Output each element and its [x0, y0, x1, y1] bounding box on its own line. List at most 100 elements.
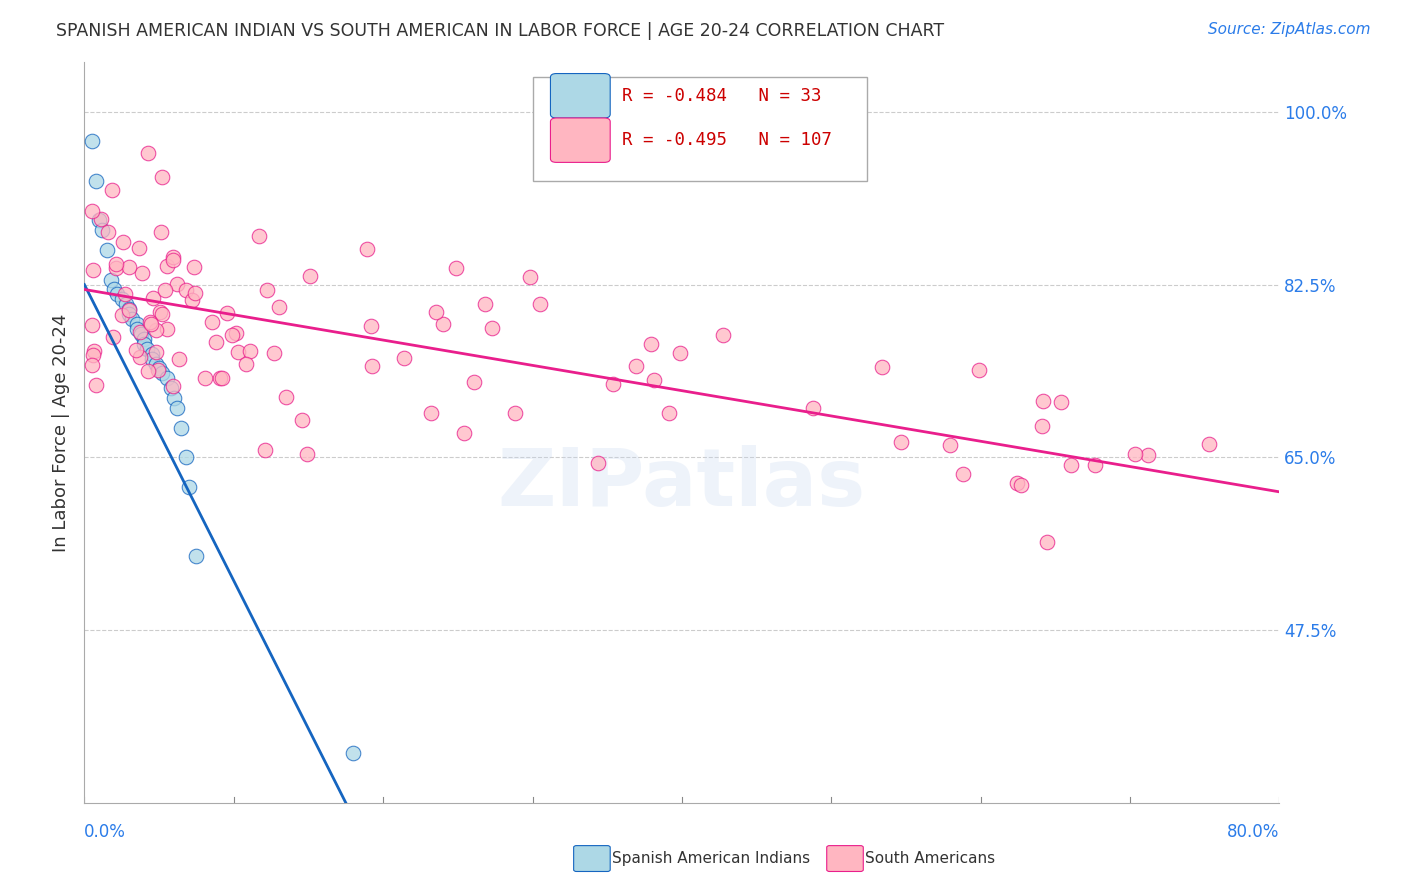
Point: [211, 371, 233, 385]
Point: [1198, 437, 1220, 451]
Point: [201, 315, 224, 329]
Point: [145, 345, 167, 359]
Text: SPANISH AMERICAN INDIAN VS SOUTH AMERICAN IN LABOR FORCE | AGE 20-24 CORRELATION: SPANISH AMERICAN INDIAN VS SOUTH AMERICA…: [56, 22, 945, 40]
Point: [177, 480, 200, 494]
Point: [82, 263, 104, 277]
Point: [132, 336, 156, 351]
Point: [104, 261, 127, 276]
Point: [226, 344, 249, 359]
Point: [155, 371, 177, 385]
Point: [86, 174, 108, 188]
Point: [84, 378, 107, 392]
Point: [80, 203, 103, 218]
Point: [80, 318, 103, 332]
FancyBboxPatch shape: [551, 118, 610, 162]
Point: [640, 336, 662, 351]
Point: [1005, 475, 1028, 490]
Point: [100, 184, 122, 198]
Point: [149, 226, 172, 240]
Point: [162, 252, 184, 267]
Point: [1032, 393, 1054, 408]
Point: [453, 425, 475, 440]
Point: [180, 293, 202, 308]
Point: [1036, 535, 1059, 549]
Text: ZIPatlas: ZIPatlas: [498, 445, 866, 524]
Point: [1123, 446, 1146, 460]
Point: [291, 413, 314, 427]
Point: [111, 293, 134, 307]
Point: [1137, 448, 1160, 462]
Point: [263, 346, 285, 360]
Y-axis label: In Labor Force | Age 20-24: In Labor Force | Age 20-24: [52, 313, 70, 552]
Point: [169, 351, 191, 366]
Point: [89, 213, 111, 227]
Point: [149, 305, 172, 319]
Point: [360, 318, 382, 333]
Point: [136, 145, 159, 160]
Point: [360, 359, 382, 373]
Point: [166, 277, 188, 292]
Point: [114, 287, 136, 301]
Point: [96, 243, 118, 257]
Point: [209, 371, 232, 385]
Point: [939, 438, 962, 452]
Point: [115, 297, 138, 311]
Point: [194, 371, 217, 385]
Point: [141, 346, 163, 360]
FancyBboxPatch shape: [533, 78, 868, 181]
Point: [425, 305, 447, 319]
Text: Source: ZipAtlas.com: Source: ZipAtlas.com: [1208, 22, 1371, 37]
Point: [267, 301, 290, 315]
Point: [503, 407, 526, 421]
Point: [131, 266, 153, 280]
Point: [141, 351, 163, 366]
Point: [474, 297, 496, 311]
Point: [121, 312, 143, 326]
Point: [118, 302, 141, 317]
Point: [150, 367, 173, 381]
Point: [156, 259, 179, 273]
Point: [801, 401, 824, 415]
Text: R = -0.495   N = 107: R = -0.495 N = 107: [623, 131, 832, 149]
Point: [432, 317, 454, 331]
Point: [97, 225, 120, 239]
Point: [146, 363, 169, 377]
Point: [162, 251, 184, 265]
Point: [952, 467, 974, 481]
Point: [125, 343, 148, 358]
Point: [139, 315, 162, 329]
Point: [162, 379, 184, 393]
Point: [967, 363, 990, 377]
Text: 80.0%: 80.0%: [1227, 822, 1279, 840]
Point: [669, 346, 692, 360]
Point: [150, 169, 173, 184]
Point: [111, 235, 134, 249]
Point: [117, 260, 139, 274]
Point: [186, 549, 208, 563]
Point: [132, 332, 156, 346]
Point: [215, 306, 238, 320]
Point: [118, 302, 141, 317]
Point: [125, 322, 148, 336]
Point: [658, 406, 681, 420]
Point: [101, 329, 124, 343]
Point: [463, 375, 485, 389]
Point: [626, 359, 648, 373]
Point: [160, 381, 183, 395]
Point: [1050, 395, 1073, 409]
Point: [118, 307, 141, 321]
Point: [481, 321, 503, 335]
Point: [138, 363, 160, 377]
Point: [225, 326, 247, 340]
Point: [1010, 477, 1032, 491]
Point: [174, 284, 197, 298]
Point: [100, 272, 122, 286]
Point: [602, 377, 624, 392]
Point: [156, 321, 179, 335]
Text: 0.0%: 0.0%: [84, 822, 127, 840]
Point: [105, 257, 128, 271]
Point: [80, 135, 103, 149]
Point: [80, 358, 103, 372]
Point: [174, 450, 197, 465]
Point: [247, 228, 270, 243]
